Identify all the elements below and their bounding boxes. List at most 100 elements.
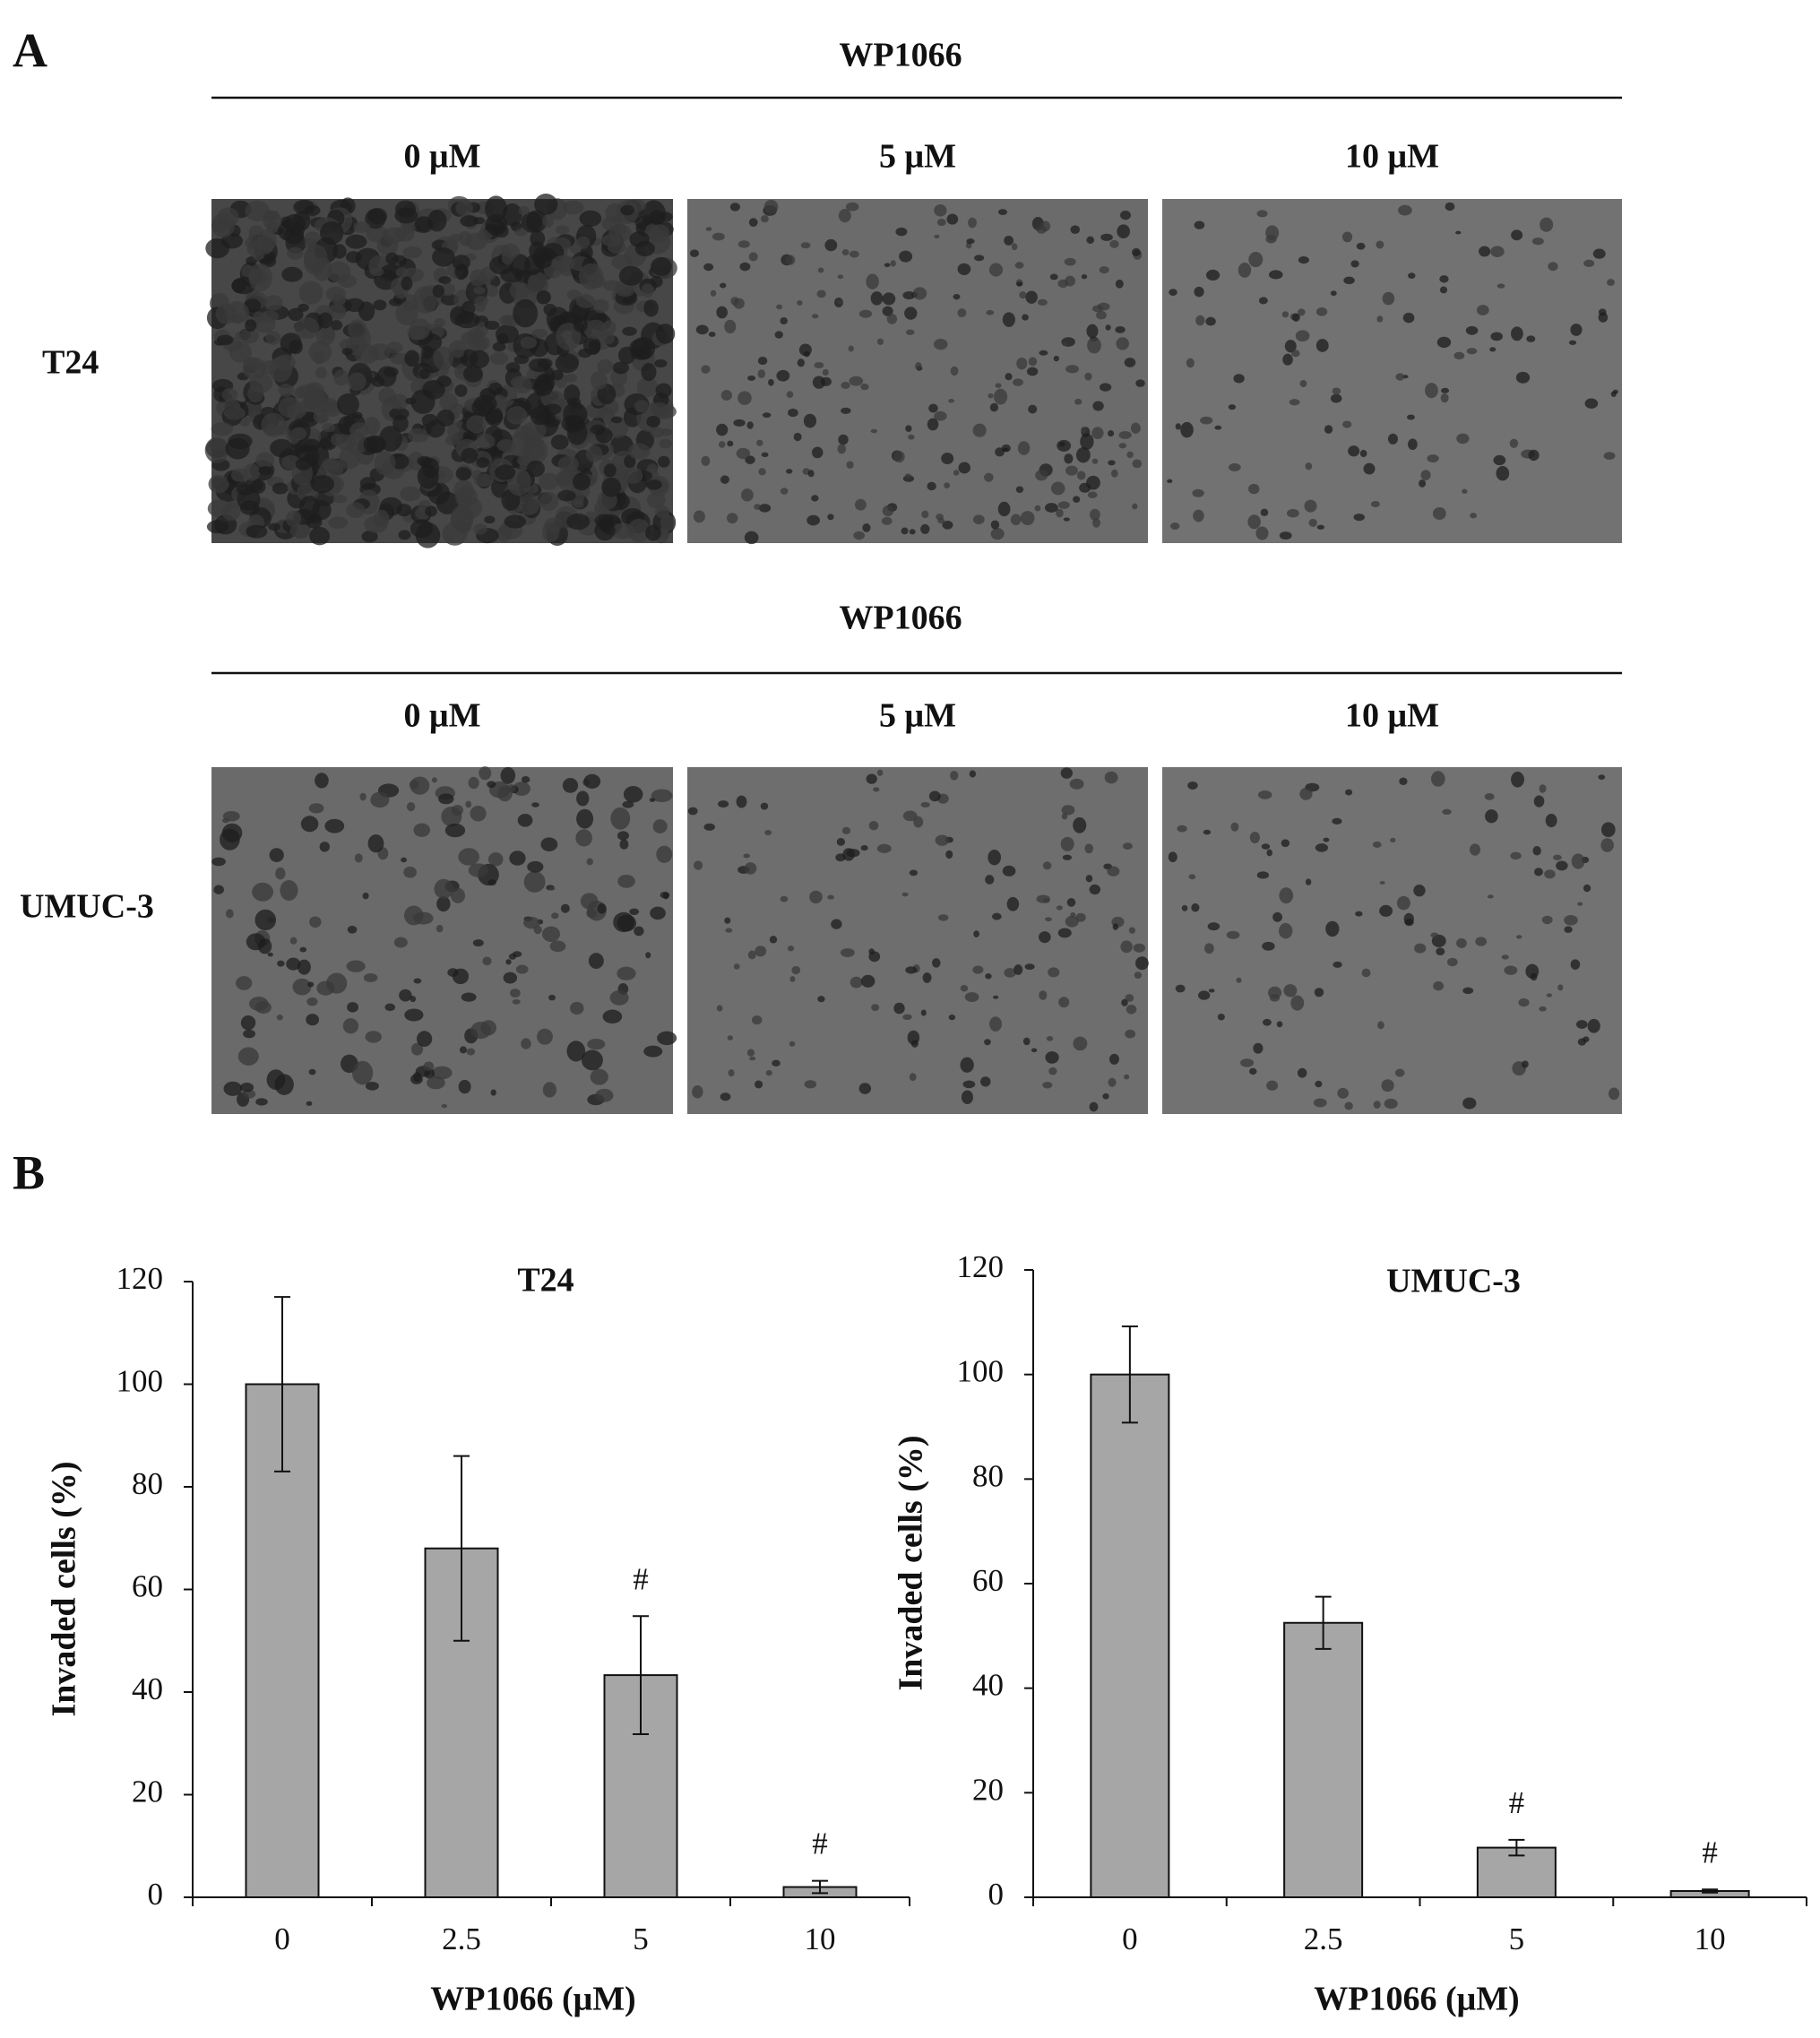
cell [220, 828, 240, 851]
cell [754, 1080, 763, 1089]
cell [909, 1073, 917, 1082]
cell [308, 803, 324, 814]
cell [587, 1038, 606, 1050]
cell [412, 1072, 422, 1083]
cell [479, 766, 492, 781]
cell [585, 445, 603, 462]
cell [724, 319, 737, 333]
cell [811, 495, 819, 502]
cell [472, 939, 484, 947]
cell [1112, 923, 1119, 930]
cell [597, 359, 614, 374]
cell [248, 263, 273, 292]
cell [395, 267, 410, 278]
cell [1073, 496, 1081, 504]
cell [928, 790, 941, 802]
cell [1446, 957, 1458, 967]
cell [1028, 404, 1038, 414]
cell [1198, 990, 1211, 1000]
cell [728, 1069, 735, 1077]
cell [1013, 378, 1023, 386]
cell [629, 908, 640, 916]
cell [1603, 452, 1616, 461]
cell [472, 523, 487, 535]
cell [1564, 914, 1578, 926]
cell [1265, 225, 1280, 241]
cell [597, 902, 607, 914]
cell [934, 410, 947, 421]
cell [410, 996, 417, 1003]
cell [312, 257, 332, 281]
cell [1135, 956, 1149, 971]
cell [413, 823, 431, 837]
cell [1571, 853, 1585, 869]
cell [1431, 934, 1446, 947]
cell [1016, 357, 1028, 370]
cell [641, 363, 657, 382]
cell [716, 1005, 723, 1012]
cell [776, 369, 790, 382]
cell [853, 531, 865, 540]
cell [412, 286, 438, 314]
cell [651, 256, 672, 276]
cell [313, 410, 328, 424]
cell [517, 814, 533, 827]
cell [1130, 422, 1141, 434]
cell [569, 1001, 584, 1015]
cell [824, 238, 838, 252]
cell [1407, 414, 1415, 420]
cell [1228, 404, 1237, 410]
cell [617, 831, 629, 841]
cell [1266, 1080, 1279, 1091]
cell [1031, 1048, 1038, 1053]
cell [989, 402, 999, 412]
cell [1096, 310, 1107, 320]
cell [424, 1068, 436, 1079]
cell [841, 248, 850, 256]
cell [893, 1002, 905, 1015]
cell [504, 514, 526, 529]
cell [1002, 312, 1015, 327]
cell [1126, 1004, 1137, 1015]
cell [576, 236, 591, 249]
cell [1390, 837, 1396, 842]
cell [1187, 781, 1198, 790]
cell [703, 823, 715, 831]
cell [950, 366, 959, 376]
cell [744, 531, 759, 545]
cell [466, 1048, 476, 1056]
cell [619, 839, 629, 850]
cell [298, 281, 323, 305]
cell [274, 354, 296, 372]
cell [512, 998, 521, 1005]
cell [1315, 843, 1328, 852]
cell [342, 1018, 359, 1034]
cell [937, 914, 949, 921]
cell [1089, 1101, 1099, 1112]
cell [1377, 1021, 1384, 1030]
cell [1286, 508, 1299, 518]
cell [1126, 451, 1134, 459]
cell [1022, 314, 1029, 321]
cell [294, 316, 320, 340]
cell [221, 387, 238, 402]
cell [239, 328, 260, 344]
cell [1399, 777, 1408, 786]
treatment-label: WP1066 [839, 600, 962, 637]
cell [351, 1060, 374, 1085]
cell [980, 1076, 991, 1087]
cell [345, 251, 362, 263]
panel-label: B [13, 1145, 45, 1199]
cell [1065, 465, 1078, 476]
cell [487, 879, 496, 886]
cell [736, 447, 751, 460]
cell [629, 339, 651, 357]
cell [441, 1104, 448, 1109]
y-axis-label: Invaded cells (%) [893, 1436, 930, 1691]
cell [788, 408, 798, 418]
cell [447, 968, 459, 977]
cell [1134, 972, 1143, 979]
cell [650, 402, 668, 414]
cell [508, 954, 517, 960]
cell [458, 848, 479, 866]
